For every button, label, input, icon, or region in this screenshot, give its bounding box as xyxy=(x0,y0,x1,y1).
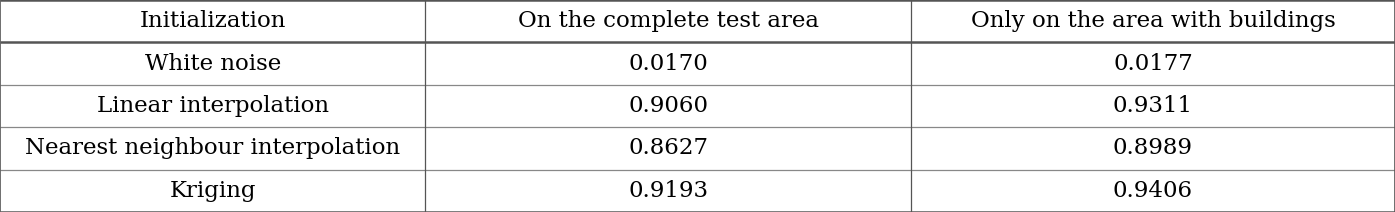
Text: 0.9311: 0.9311 xyxy=(1113,95,1193,117)
Text: 0.9406: 0.9406 xyxy=(1113,180,1193,202)
Text: Kriging: Kriging xyxy=(169,180,257,202)
Text: Linear interpolation: Linear interpolation xyxy=(96,95,329,117)
Text: 0.0170: 0.0170 xyxy=(628,53,709,75)
Text: White noise: White noise xyxy=(145,53,280,75)
Text: 0.8989: 0.8989 xyxy=(1113,137,1193,159)
Text: 0.9193: 0.9193 xyxy=(628,180,709,202)
Text: On the complete test area: On the complete test area xyxy=(518,10,819,32)
Text: 0.8627: 0.8627 xyxy=(628,137,709,159)
Text: 0.9060: 0.9060 xyxy=(628,95,709,117)
Text: 0.0177: 0.0177 xyxy=(1113,53,1193,75)
Text: Only on the area with buildings: Only on the area with buildings xyxy=(971,10,1335,32)
Text: Nearest neighbour interpolation: Nearest neighbour interpolation xyxy=(25,137,400,159)
Text: Initialization: Initialization xyxy=(140,10,286,32)
